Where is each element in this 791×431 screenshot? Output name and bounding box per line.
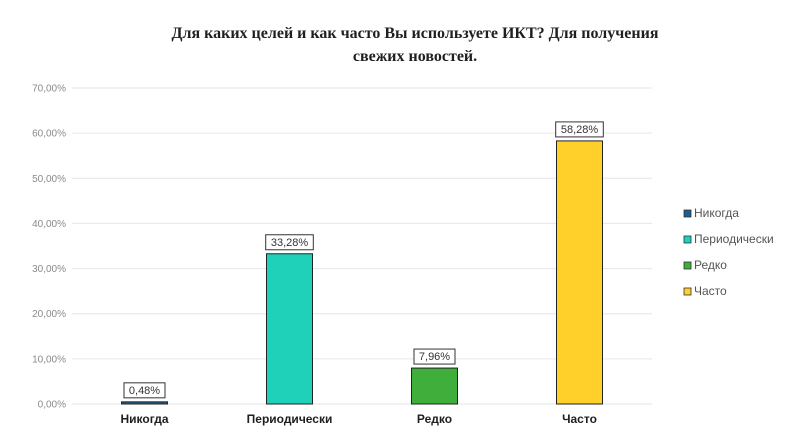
chart-title: Для каких целей и как часто Вы используе… xyxy=(171,25,658,65)
x-category-label-4: Часто xyxy=(562,412,597,426)
data-label-4: 58,28% xyxy=(555,121,604,138)
legend-swatch-3 xyxy=(683,261,692,270)
chart-title-line-1: Для каких целей и как часто Вы используе… xyxy=(171,25,658,42)
data-label-box-4 xyxy=(555,121,604,138)
legend-label-2: Периодически xyxy=(694,232,774,246)
y-tick-label-0: 0,00% xyxy=(38,400,66,411)
bar-2 xyxy=(266,253,313,405)
y-tick-label-3: 30,00% xyxy=(32,264,66,275)
y-axis: 0,00% 10,00% 20,00% 30,00% 40,00% 50,00% 60,00… xyxy=(32,84,66,411)
legend-swatch-1 xyxy=(683,209,692,218)
bar-1 xyxy=(121,401,168,405)
data-label-box-1 xyxy=(123,382,166,399)
bar-4 xyxy=(556,140,603,405)
x-category-label-1: Никогда xyxy=(120,412,168,426)
x-category-label-2: Периодически xyxy=(247,412,333,426)
legend-label-4: Часто xyxy=(694,284,727,298)
y-tick-label-6: 60,00% xyxy=(32,129,66,140)
x-category-label-3: Редко xyxy=(417,412,452,426)
y-tick-label-5: 50,00% xyxy=(32,174,66,185)
data-label-text-4: 58,28% xyxy=(561,124,599,136)
data-label-text-3: 7,96% xyxy=(419,351,450,363)
data-label-box-3 xyxy=(413,348,456,365)
data-label-2: 33,28% xyxy=(265,234,314,251)
data-label-text-2: 33,28% xyxy=(271,237,309,249)
data-label-box-2 xyxy=(265,234,314,251)
x-axis: Никогда Периодически Редко Часто xyxy=(120,412,596,426)
bars xyxy=(121,140,603,405)
data-label-3: 7,96% xyxy=(413,348,456,365)
legend-label-1: Никогда xyxy=(694,206,739,220)
y-tick-label-2: 20,00% xyxy=(32,309,66,320)
gridlines xyxy=(72,87,652,405)
legend-swatch-4 xyxy=(683,287,692,296)
legend-swatch-2 xyxy=(683,235,692,244)
data-label-1: 0,48% xyxy=(123,382,166,399)
legend: Никогда Периодически Редко Часто xyxy=(683,206,774,298)
y-tick-label-7: 70,00% xyxy=(32,84,66,95)
data-label-text-1: 0,48% xyxy=(129,385,160,397)
chart-title-line-2: свежих новостей. xyxy=(353,48,477,65)
data-labels: 0,48% 33,28% 7,96% 58,28% xyxy=(123,121,604,399)
y-tick-label-1: 10,00% xyxy=(32,354,66,365)
y-tick-label-4: 40,00% xyxy=(32,219,66,230)
legend-label-3: Редко xyxy=(694,258,727,272)
bar-3 xyxy=(411,367,458,405)
